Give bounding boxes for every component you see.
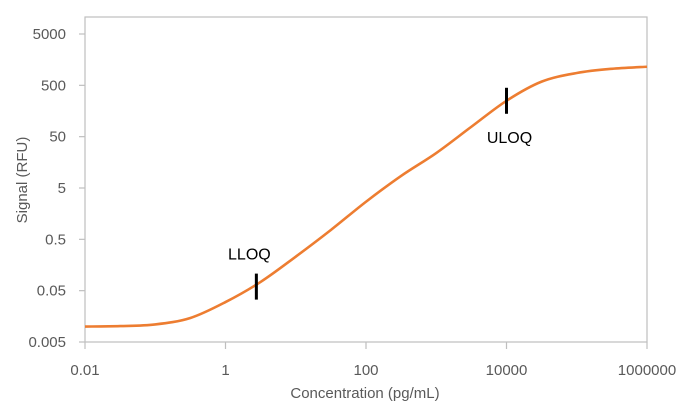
x-tick-label: 1 [221,362,229,379]
x-tick-label: 1000000 [618,362,676,379]
x-tick-label: 0.01 [70,362,99,379]
lloq-label: LLOQ [228,247,271,264]
y-axis: 0.005 0.05 0.5 5 50 500 5000 [28,26,85,351]
y-axis-title: Signal (RFU) [14,137,31,224]
x-tick-label: 10000 [486,362,528,379]
y-tick-label: 5000 [33,26,66,43]
y-tick-label: 5 [58,180,66,197]
y-tick-label: 0.05 [37,283,66,300]
x-axis-title: Concentration (pg/mL) [290,385,439,402]
uloq-label: ULOQ [487,130,532,147]
series-line [84,65,648,328]
annotations: LLOQ ULOQ [228,87,532,300]
y-tick-label: 0.5 [45,231,66,248]
y-tick-label: 500 [41,77,66,94]
y-tick-label: 0.005 [28,334,66,351]
x-axis: 0.01 1 100 10000 1000000 [70,342,676,379]
x-tick-label: 100 [353,362,378,379]
plot-frame [84,16,648,343]
y-tick-label: 50 [49,129,66,146]
